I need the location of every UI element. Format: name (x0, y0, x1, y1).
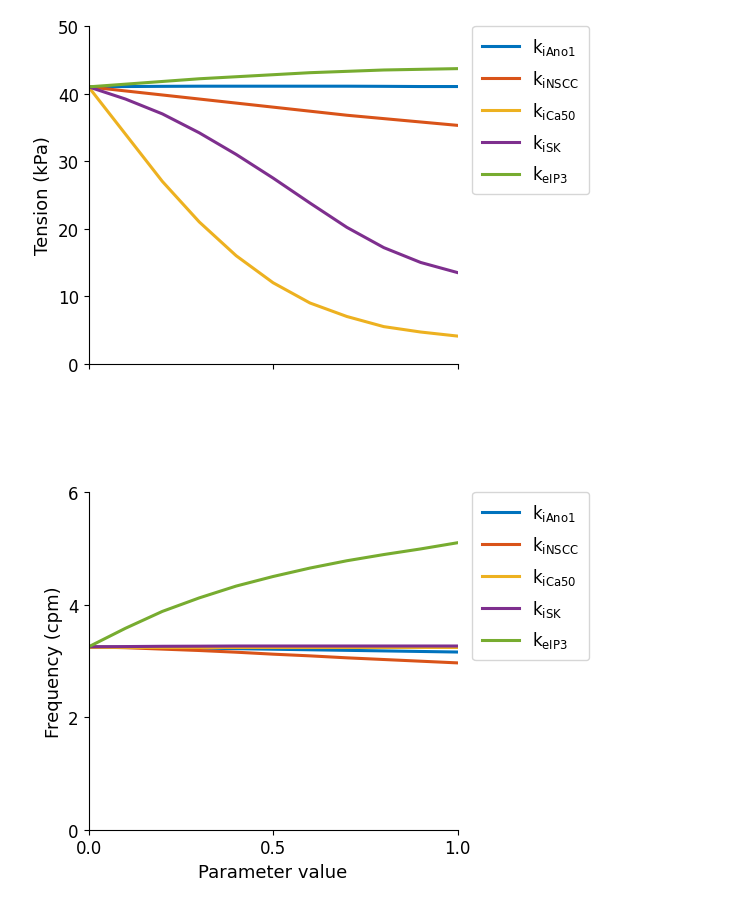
Legend: $\mathrm{k}_{\mathrm{iAno1}}$, $\mathrm{k}_{\mathrm{iNSCC}}$, $\mathrm{k}_{\math: $\mathrm{k}_{\mathrm{iAno1}}$, $\mathrm{… (472, 492, 589, 660)
Legend: $\mathrm{k}_{\mathrm{iAno1}}$, $\mathrm{k}_{\mathrm{iNSCC}}$, $\mathrm{k}_{\math: $\mathrm{k}_{\mathrm{iAno1}}$, $\mathrm{… (472, 27, 589, 195)
Y-axis label: Tension (kPa): Tension (kPa) (34, 136, 52, 255)
X-axis label: Parameter value: Parameter value (199, 863, 348, 881)
Y-axis label: Frequency (cpm): Frequency (cpm) (45, 585, 63, 737)
